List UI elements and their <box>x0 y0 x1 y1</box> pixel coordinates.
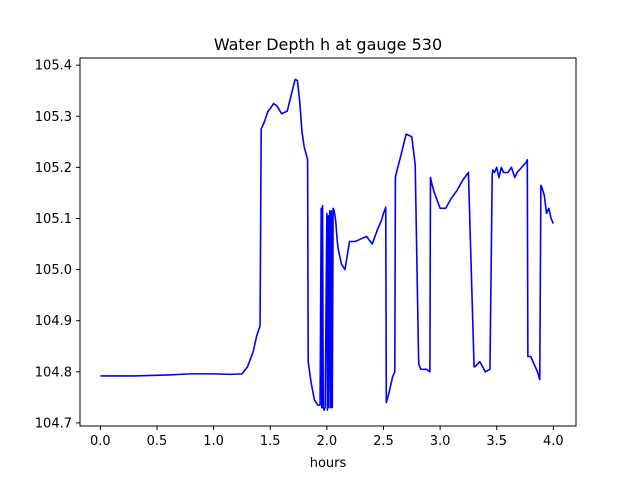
x-tick-label: 2.0 <box>317 434 338 449</box>
y-tick-label: 105.3 <box>35 110 72 125</box>
x-tick-label: 3.5 <box>486 434 507 449</box>
y-tick-label: 104.9 <box>35 314 72 329</box>
x-tick-label: 1.5 <box>260 434 281 449</box>
x-tick-label: 0.0 <box>90 434 111 449</box>
x-tick-label: 0.5 <box>147 434 168 449</box>
x-tick-label: 2.5 <box>373 434 394 449</box>
y-tick-label: 105.4 <box>35 59 72 74</box>
x-axis-label: hours <box>310 456 347 471</box>
y-tick-label: 105.1 <box>35 212 72 227</box>
chart-title: Water Depth h at gauge 530 <box>214 35 442 54</box>
x-tick-label: 4.0 <box>543 434 564 449</box>
plot-frame <box>79 57 577 427</box>
x-tick-label: 3.0 <box>430 434 451 449</box>
y-tick-label: 104.8 <box>35 365 72 380</box>
y-tick-label: 104.7 <box>35 416 72 431</box>
series-line-0 <box>100 78 555 411</box>
y-axis: 104.7 104.8 104.9 105.0 105.1 105.2 105.3 105.4 <box>35 59 80 431</box>
y-tick-label: 105.0 <box>35 263 72 278</box>
plot-area <box>79 57 577 427</box>
x-tick-label: 1.0 <box>203 434 224 449</box>
x-axis: 0.0 0.5 1.0 1.5 2.0 2.5 3.0 3.5 4.0 <box>90 426 564 449</box>
y-tick-label: 105.2 <box>35 161 72 176</box>
